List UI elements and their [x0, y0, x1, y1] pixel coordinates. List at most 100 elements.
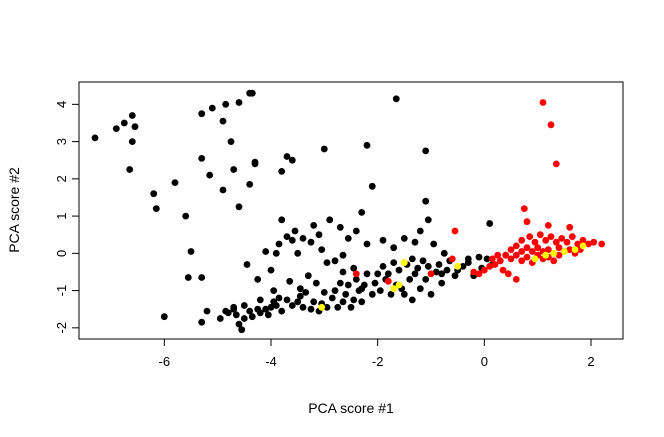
scatter-point — [296, 292, 304, 300]
scatter-point — [507, 255, 515, 263]
scatter-point — [251, 160, 259, 168]
scatter-point — [358, 298, 366, 306]
scatter-point — [352, 227, 360, 235]
scatter-point — [112, 125, 120, 132]
scatter-point — [384, 270, 392, 278]
scatter-point — [435, 261, 443, 268]
scatter-point — [507, 246, 515, 254]
plot-frame — [78, 81, 624, 340]
scatter-point — [350, 296, 358, 304]
scatter-point — [491, 261, 499, 268]
scatter-point — [376, 287, 384, 294]
scatter-point — [379, 236, 387, 244]
scatter-point — [270, 287, 278, 294]
scatter-point — [390, 259, 398, 266]
scatter-point — [579, 242, 587, 250]
scatter-point — [208, 104, 216, 112]
x-axis-title: PCA score #1 — [308, 400, 394, 416]
scatter-point — [352, 270, 360, 278]
scatter-point — [235, 203, 243, 211]
scatter-point — [552, 238, 560, 246]
scatter-point — [240, 302, 248, 309]
scatter-point — [400, 259, 408, 266]
scatter-point — [339, 268, 347, 276]
scatter-point — [427, 290, 435, 298]
scatter-point — [416, 227, 424, 235]
scatter-point — [451, 227, 459, 235]
scatter-point — [198, 155, 206, 162]
scatter-point — [278, 307, 286, 315]
scatter-point — [254, 276, 262, 283]
x-tick-label: -6 — [159, 354, 171, 369]
scatter-point — [232, 311, 240, 319]
scatter-point — [390, 285, 398, 293]
scatter-point — [547, 121, 555, 129]
scatter-point — [512, 242, 520, 250]
scatter-point — [499, 266, 507, 274]
scatter-point — [131, 123, 139, 131]
scatter-point — [91, 134, 99, 142]
scatter-point — [318, 303, 326, 311]
scatter-point — [328, 294, 336, 302]
scatter-point — [283, 153, 291, 160]
scatter-point — [440, 249, 448, 257]
scatter-point — [275, 240, 283, 248]
scatter-point — [235, 320, 243, 328]
scatter-point — [555, 251, 563, 259]
scatter-point — [235, 99, 243, 106]
scatter-point — [198, 110, 206, 118]
scatter-point — [320, 145, 328, 153]
scatter-point — [150, 190, 158, 198]
scatter-point — [568, 233, 576, 241]
scatter-point — [408, 296, 416, 304]
scatter-point — [248, 313, 256, 321]
scatter-point — [336, 279, 344, 287]
scatter-point — [518, 236, 526, 244]
scatter-point — [438, 270, 446, 278]
scatter-point — [126, 166, 134, 173]
scatter-point — [496, 257, 504, 265]
data-points — [91, 89, 606, 334]
scatter-point — [203, 307, 211, 315]
scatter-point — [371, 279, 379, 287]
scatter-point — [358, 209, 366, 216]
scatter-point — [339, 251, 347, 259]
y-tick-label: 4 — [54, 101, 69, 108]
scatter-point — [128, 138, 136, 146]
scatter-point — [248, 89, 256, 97]
scatter-point — [182, 212, 190, 220]
scatter-point — [299, 303, 307, 311]
y-tick-label: 1 — [54, 212, 69, 219]
scatter-point — [432, 268, 440, 276]
scatter-point — [302, 289, 310, 296]
scatter-point — [184, 274, 192, 281]
scatter-point — [160, 313, 168, 321]
scatter-point — [443, 266, 451, 274]
scatter-point — [558, 235, 566, 242]
scatter-point — [323, 303, 331, 311]
scatter-point — [294, 298, 302, 306]
scatter-point — [238, 326, 246, 334]
scatter-point — [574, 240, 582, 248]
scatter-point — [566, 223, 574, 231]
scatter-point — [464, 255, 472, 263]
scatter-point — [299, 235, 307, 242]
scatter-point — [598, 240, 606, 248]
scatter-point — [379, 263, 387, 270]
scatter-point — [584, 240, 592, 248]
x-tick-label: 0 — [481, 354, 488, 369]
scatter-point — [222, 100, 230, 108]
scatter-point — [275, 294, 283, 302]
scatter-point — [531, 238, 539, 246]
y-tick-label: 3 — [54, 138, 69, 145]
scatter-point — [427, 270, 435, 278]
scatter-point — [286, 277, 294, 285]
scatter-point — [536, 231, 544, 239]
x-tick-label: 2 — [587, 354, 594, 369]
scatter-point — [198, 318, 206, 326]
scatter-point — [243, 261, 251, 268]
y-tick-label: 0 — [54, 250, 69, 257]
scatter-point — [219, 117, 227, 125]
scatter-point — [392, 95, 400, 103]
scatter-point — [344, 235, 352, 242]
